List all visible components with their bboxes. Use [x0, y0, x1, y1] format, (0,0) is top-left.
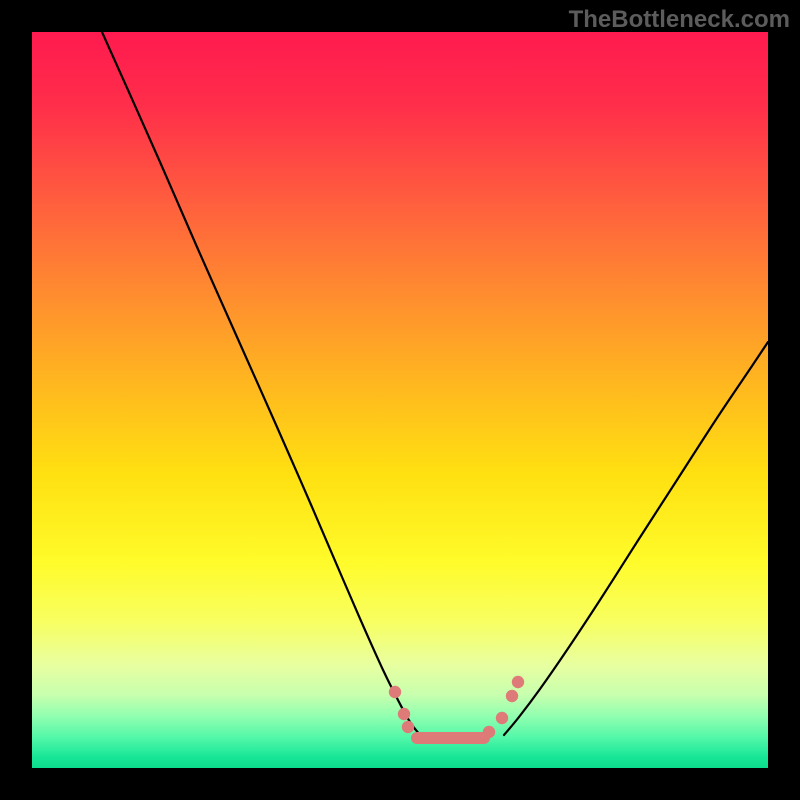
- bottom-marker-dot: [506, 690, 518, 702]
- watermark-text: TheBottleneck.com: [569, 6, 790, 34]
- bottom-marker-dot: [398, 708, 410, 720]
- bottom-marker-dot: [389, 686, 401, 698]
- chart-svg: [32, 32, 768, 768]
- bottom-marker-dot: [483, 726, 495, 738]
- bottom-marker-dot: [512, 676, 524, 688]
- bottom-marker-dot: [496, 712, 508, 724]
- chart-stage: { "canvas": { "width": 800, "height": 80…: [0, 0, 800, 800]
- gradient-background: [32, 32, 768, 768]
- bottom-marker-dot: [402, 721, 414, 733]
- plot-area: [32, 32, 768, 768]
